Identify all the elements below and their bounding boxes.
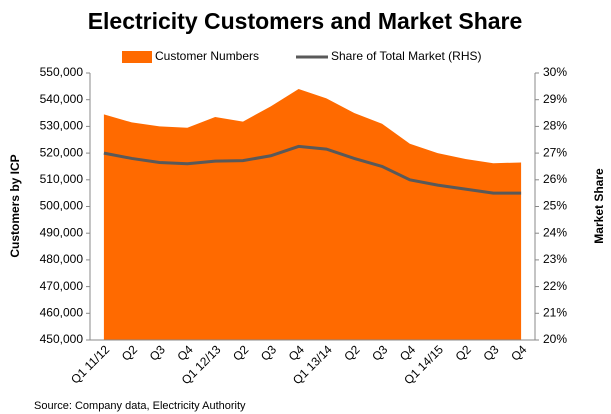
y-tick-label: 520,000 xyxy=(40,145,84,159)
y2-tick-label: 30% xyxy=(543,65,567,79)
y2-tick-label: 23% xyxy=(543,252,567,266)
y2-tick-label: 28% xyxy=(543,119,567,133)
chart-title: Electricity Customers and Market Share xyxy=(88,8,523,34)
y2-tick-label: 24% xyxy=(543,225,567,239)
x-tick-label: Q4 xyxy=(508,342,529,363)
legend-label: Customer Numbers xyxy=(155,49,259,63)
y-tick-label: 460,000 xyxy=(40,305,84,319)
legend-swatch xyxy=(122,51,152,63)
y2-tick-label: 20% xyxy=(543,332,567,346)
y-tick-label: 490,000 xyxy=(40,225,84,239)
area xyxy=(103,89,522,341)
x-tick-label: Q4 xyxy=(397,342,418,363)
y2-tick-label: 26% xyxy=(543,172,567,186)
y-tick-label: 510,000 xyxy=(40,172,84,186)
y-tick-label: 530,000 xyxy=(40,119,84,133)
x-tick-label: Q3 xyxy=(258,342,279,363)
y-tick-label: 470,000 xyxy=(40,279,84,293)
y2-tick-label: 22% xyxy=(543,279,567,293)
x-tick-label: Q2 xyxy=(341,342,362,363)
y2-tick-label: 25% xyxy=(543,199,567,213)
y2-tick-label: 21% xyxy=(543,305,567,319)
x-tick-label: Q3 xyxy=(147,342,168,363)
x-tick-label: Q4 xyxy=(174,342,195,363)
x-tick-label: Q2 xyxy=(119,342,140,363)
y-tick-label: 540,000 xyxy=(40,92,84,106)
y2-tick-label: 29% xyxy=(543,92,567,106)
x-tick-label: Q2 xyxy=(230,342,251,363)
y-tick-label: 480,000 xyxy=(40,252,84,266)
y-axis-label: Customers by ICP xyxy=(8,154,22,257)
source-note: Source: Company data, Electricity Author… xyxy=(34,400,246,412)
y-tick-label: 500,000 xyxy=(40,199,84,213)
legend-label: Share of Total Market (RHS) xyxy=(331,49,482,63)
x-tick-label: Q2 xyxy=(453,342,474,363)
x-tick-label: Q3 xyxy=(480,342,501,363)
y-tick-label: 450,000 xyxy=(40,332,84,346)
x-tick-label: Q1 11/12 xyxy=(68,342,112,386)
line xyxy=(103,144,522,195)
y2-tick-label: 27% xyxy=(543,145,567,159)
y-tick-label: 550,000 xyxy=(40,65,84,79)
y2-axis-label: Market Share xyxy=(592,168,606,244)
x-tick-label: Q4 xyxy=(286,342,307,363)
x-tick-label: Q3 xyxy=(369,342,390,363)
